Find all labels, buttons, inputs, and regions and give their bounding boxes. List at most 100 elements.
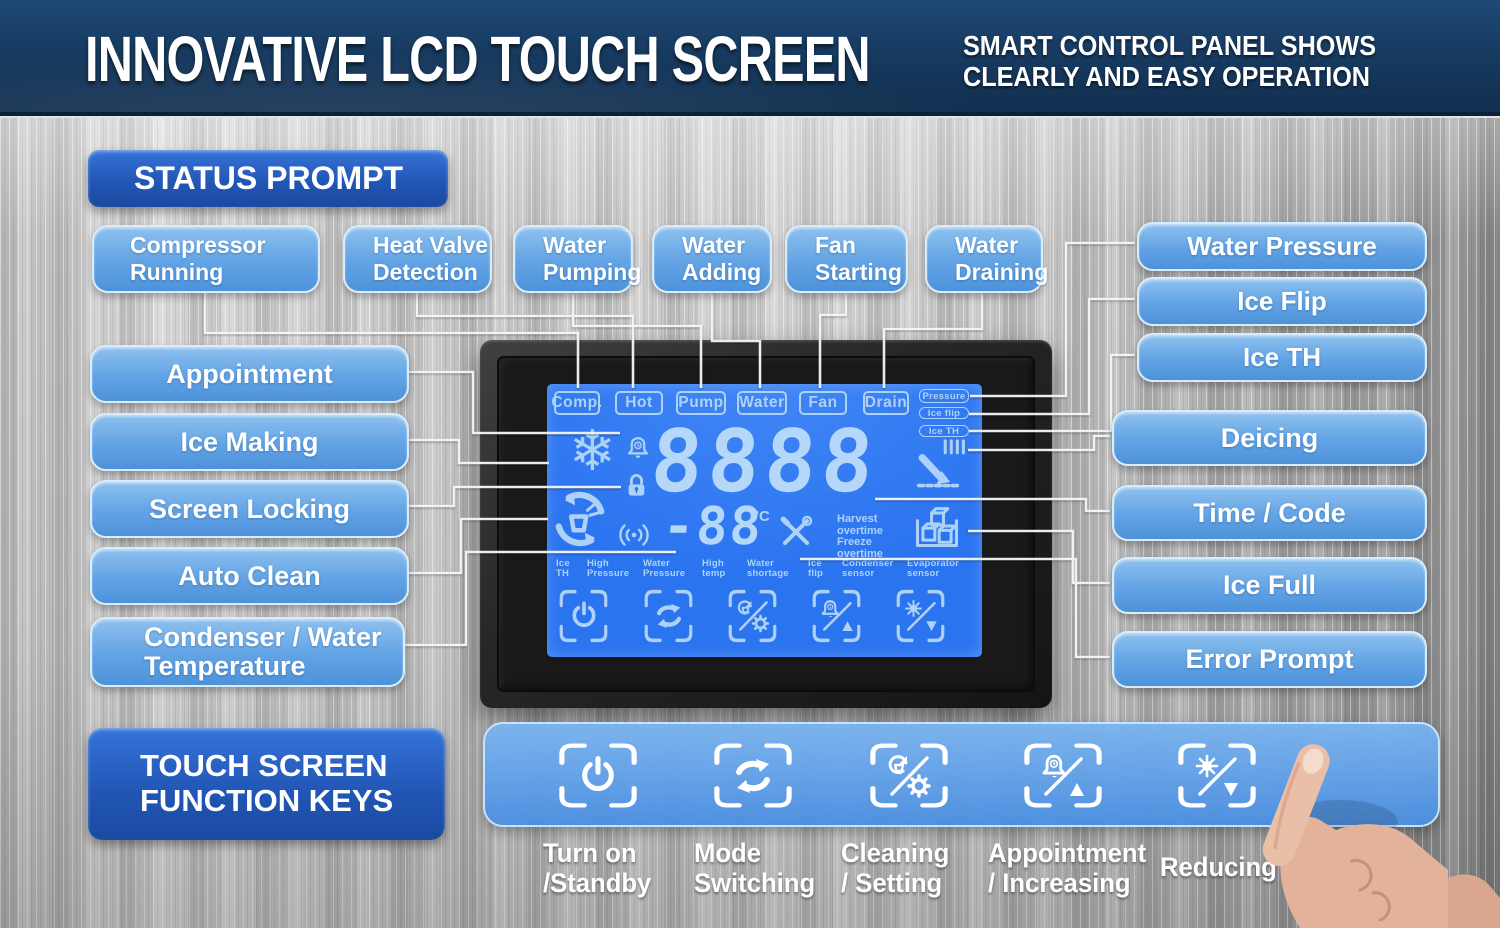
pill-screen-locking: Screen Locking bbox=[90, 480, 409, 538]
lcd-temperature: -88 bbox=[660, 497, 766, 557]
pill-label: Appointment bbox=[166, 358, 333, 389]
lcd-flag-ice-th: Ice TH bbox=[919, 425, 969, 437]
key-label-mode-switching: Mode Switching bbox=[694, 838, 815, 898]
lcd-indicator-fan: Fan bbox=[799, 391, 847, 415]
pill-deicing: Deicing bbox=[1112, 410, 1427, 466]
appointment-increase-icon bbox=[1039, 752, 1087, 800]
page-subtitle: SMART CONTROL PANEL SHOWS CLEARLY AND EA… bbox=[963, 30, 1376, 92]
pill-ice-making: Ice Making bbox=[90, 413, 409, 471]
cleaning-setting-icon bbox=[888, 753, 931, 798]
deicing-icon bbox=[909, 436, 967, 494]
key-label-line: Switching bbox=[694, 868, 816, 898]
indicator-label: Drain bbox=[864, 394, 908, 411]
overtime-line: overtime bbox=[837, 547, 883, 560]
key-label-cleaning-setting: Cleaning / Setting bbox=[841, 838, 949, 898]
sensor-label-ice-th: Ice TH bbox=[556, 559, 570, 579]
pill-ice-full: Ice Full bbox=[1112, 557, 1427, 614]
sensor-line: flip bbox=[808, 568, 824, 579]
lcd-indicator-water: Water bbox=[737, 391, 787, 415]
pill-water-adding: Water Adding bbox=[652, 225, 772, 293]
power-icon bbox=[576, 754, 620, 798]
lcd-flag-ice-flip: Ice flip bbox=[919, 407, 969, 419]
sensor-line: Pressure bbox=[587, 568, 630, 579]
sensor-label-water-pressure: Water Pressure bbox=[643, 559, 685, 579]
overtime-line: Harvest bbox=[837, 513, 878, 525]
key-power bbox=[555, 740, 641, 811]
key-label-reducing: Reducing bbox=[1160, 852, 1277, 882]
function-keys-heading-label: TOUCH SCREEN FUNCTION KEYS bbox=[140, 748, 394, 818]
mode-switch-icon bbox=[729, 752, 777, 800]
header-banner: INNOVATIVE LCD TOUCH SCREEN SMART CONTRO… bbox=[0, 0, 1500, 116]
lcd-indicator-drain: Drain bbox=[863, 391, 909, 415]
key-cleaning-setting bbox=[866, 740, 952, 811]
key-label-line: Cleaning bbox=[841, 838, 950, 868]
lock-icon bbox=[627, 473, 646, 498]
indicator-label: Water bbox=[739, 394, 785, 411]
sensor-line: temp bbox=[702, 568, 726, 579]
sensor-label-water-shortage: Water shortage bbox=[747, 559, 789, 579]
sensor-line: shortage bbox=[747, 568, 789, 579]
pill-label: Condenser / Water Temperature bbox=[144, 622, 382, 681]
lcd-indicator-pump: Pump bbox=[676, 391, 726, 415]
lcd-digits: 8888 bbox=[647, 412, 882, 512]
sensor-line: TH bbox=[556, 568, 570, 579]
sensor-line: sensor bbox=[907, 568, 940, 579]
key-label-line: / Setting bbox=[841, 868, 943, 898]
pill-label: Error Prompt bbox=[1185, 644, 1354, 674]
sensor-line: Water bbox=[747, 558, 775, 569]
key-label-line: Turn on bbox=[543, 838, 637, 868]
pill-label: Screen Locking bbox=[148, 493, 351, 524]
power-icon bbox=[571, 601, 596, 627]
pill-label: Auto Clean bbox=[178, 560, 321, 591]
lcd-key-cleaning bbox=[726, 587, 779, 645]
ice-full-icon bbox=[915, 507, 959, 548]
pill-label: Deicing bbox=[1220, 422, 1319, 453]
pill-water-pumping: Water Pumping bbox=[513, 225, 641, 293]
indicator-label: Pump bbox=[678, 394, 724, 411]
lcd-key-mode bbox=[642, 587, 695, 645]
signal-icon bbox=[619, 524, 649, 546]
pill-error-prompt: Error Prompt bbox=[1112, 631, 1427, 688]
key-reducing bbox=[1174, 740, 1260, 811]
indicator-label: Hot bbox=[625, 394, 653, 411]
key-label-turn-on-standby: Turn on /Standby bbox=[543, 838, 651, 898]
lcd-flag-pressure: Pressure bbox=[919, 389, 969, 403]
reduce-icon bbox=[1195, 753, 1240, 798]
lcd-key-appointment bbox=[810, 587, 863, 645]
status-prompt-heading: STATUS PROMPT bbox=[88, 150, 448, 207]
pill-label: Ice Making bbox=[180, 426, 319, 457]
snowflake-icon: ❄ bbox=[569, 419, 616, 484]
sensor-label-high-temp: High temp bbox=[702, 559, 726, 579]
key-mode-switch bbox=[710, 740, 796, 811]
pill-ice-th: Ice TH bbox=[1137, 333, 1427, 382]
pill-label: Water Draining bbox=[955, 232, 1049, 285]
pill-label: Fan Starting bbox=[815, 232, 902, 285]
reduce-icon bbox=[904, 599, 938, 633]
mode-switch-icon bbox=[652, 599, 686, 633]
function-keys-heading: TOUCH SCREEN FUNCTION KEYS bbox=[88, 728, 445, 840]
key-label-line: /Standby bbox=[543, 868, 652, 898]
pill-label: Water Pumping bbox=[543, 232, 642, 285]
pill-label: Water Adding bbox=[682, 232, 762, 285]
lcd-key-power bbox=[557, 587, 610, 645]
pill-auto-clean: Auto Clean bbox=[90, 547, 409, 605]
appointment-increase-icon bbox=[820, 599, 854, 633]
flag-label: Ice flip bbox=[927, 407, 961, 419]
status-prompt-label: STATUS PROMPT bbox=[134, 160, 404, 196]
indicator-label: Fan bbox=[808, 394, 838, 411]
overtime-line: Freeze bbox=[837, 536, 872, 548]
key-label-line: Mode bbox=[694, 838, 761, 868]
pill-label: Ice Flip bbox=[1237, 286, 1327, 316]
pill-compressor-running: Compressor Running bbox=[92, 225, 320, 293]
lcd-indicator-comp: Comp. bbox=[551, 391, 603, 415]
pill-label: Water Pressure bbox=[1187, 231, 1377, 261]
cleaning-setting-icon bbox=[737, 599, 769, 633]
subtitle-line-1: SMART CONTROL PANEL SHOWS bbox=[963, 30, 1377, 61]
pointing-hand bbox=[1262, 744, 1500, 928]
flag-label: Pressure bbox=[922, 390, 966, 402]
overtime-line: overtime bbox=[837, 524, 883, 537]
indicator-label: Comp. bbox=[551, 394, 603, 411]
pill-condenser-water-temperature: Condenser / Water Temperature bbox=[90, 617, 405, 687]
pill-label: Time / Code bbox=[1193, 497, 1346, 528]
